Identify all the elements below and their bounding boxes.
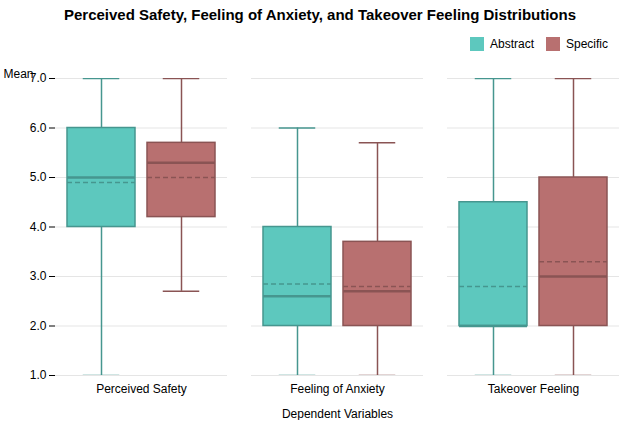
svg-text:Dependent Variables: Dependent Variables (282, 407, 393, 421)
svg-text:Perceived Safety: Perceived Safety (96, 382, 187, 396)
html-text:Perceived Safety, Feeling of A: Perceived Safety, Feeling of Anxiety, an… (64, 6, 576, 23)
svg-text:2.0: 2.0 (30, 319, 47, 333)
svg-text:5.0: 5.0 (30, 170, 47, 184)
svg-text:7.0: 7.0 (29, 71, 47, 86)
svg-text:Takeover Feeling: Takeover Feeling (488, 382, 579, 396)
svg-text:3.0: 3.0 (30, 269, 47, 283)
svg-text:Mean: Mean (4, 67, 34, 81)
svg-text:4.0: 4.0 (30, 220, 47, 234)
svg-text:Feeling of Anxiety: Feeling of Anxiety (290, 382, 385, 396)
svg-text:1.0: 1.0 (30, 368, 47, 382)
html-text:Specific: Specific (566, 36, 608, 51)
html-text:Abstract: Abstract (490, 36, 534, 51)
svg-text:6.0: 6.0 (30, 121, 47, 135)
